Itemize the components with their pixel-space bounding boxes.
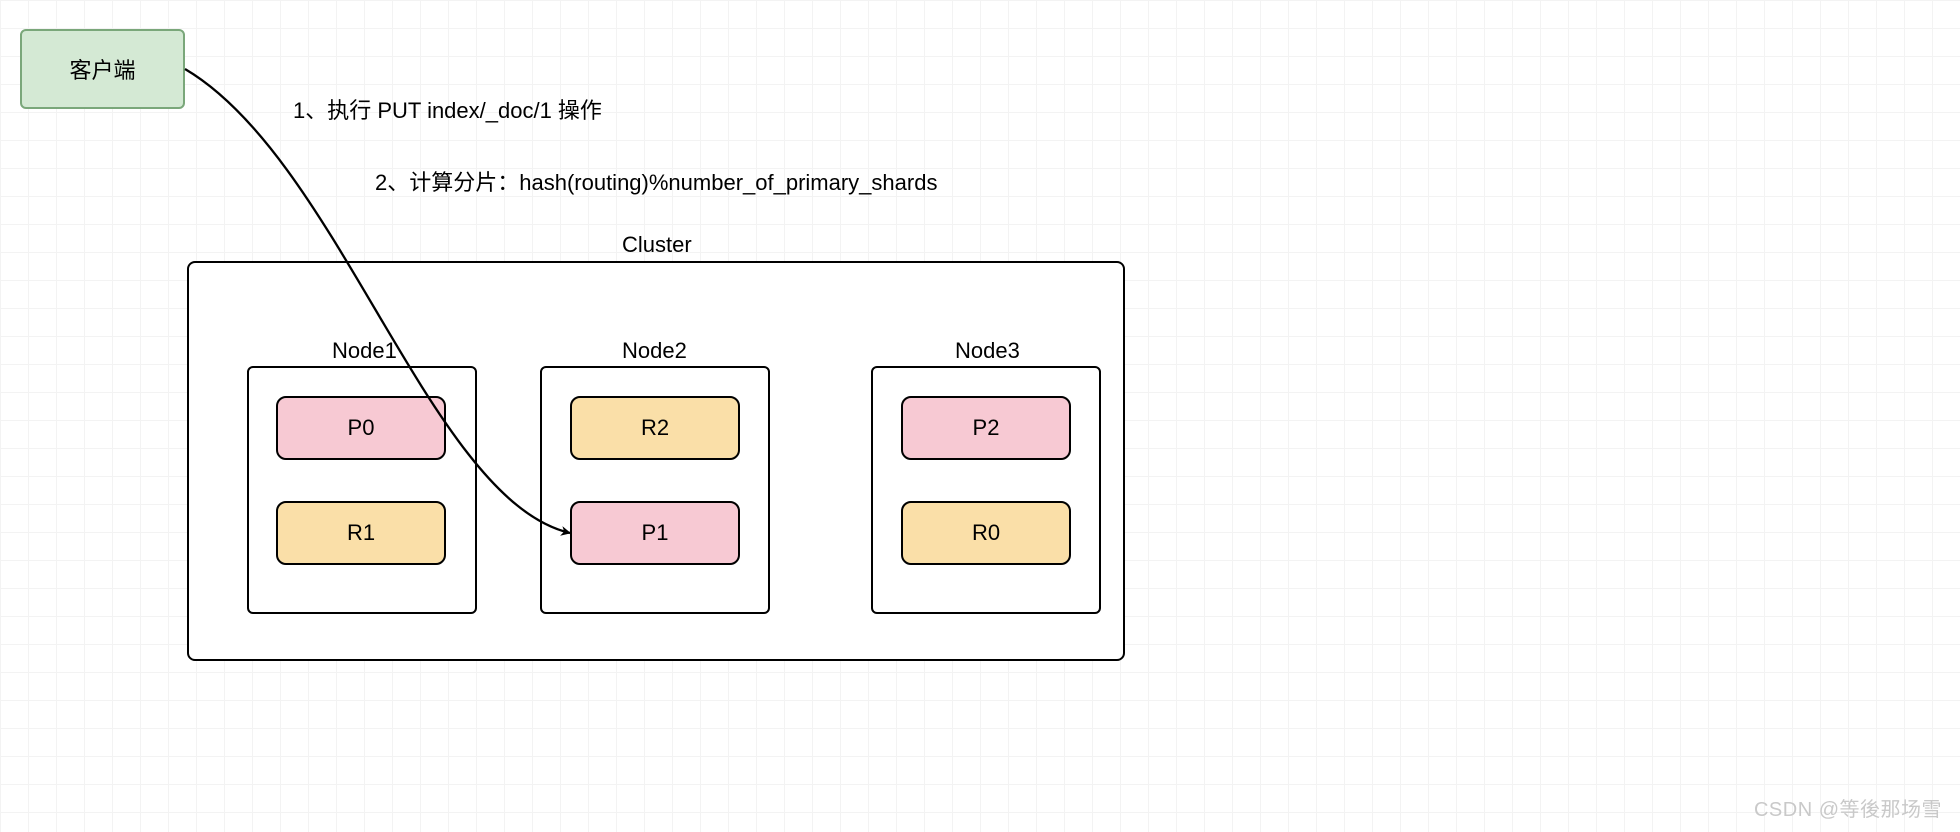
cluster-label: Cluster (622, 232, 692, 258)
shard-label: P0 (348, 415, 375, 441)
step-1-label: 1、执行 PUT index/_doc/1 操作 (293, 93, 602, 125)
node-label: Node3 (955, 338, 1020, 364)
node-label: Node1 (332, 338, 397, 364)
shard-label: R1 (347, 520, 375, 546)
primary-shard: P1 (570, 501, 740, 565)
client-label: 客户端 (69, 53, 135, 85)
shard-label: P1 (642, 520, 669, 546)
shard-label: R2 (641, 415, 669, 441)
primary-shard: P2 (901, 396, 1071, 460)
node-label: Node2 (622, 338, 687, 364)
replica-shard: R1 (276, 501, 446, 565)
replica-shard: R2 (570, 396, 740, 460)
watermark: CSDN @等後那场雪 (1754, 793, 1942, 822)
diagram-canvas: 客户端 1、执行 PUT index/_doc/1 操作 2、计算分片：hash… (0, 0, 1960, 832)
replica-shard: R0 (901, 501, 1071, 565)
shard-label: P2 (973, 415, 1000, 441)
client-box: 客户端 (20, 29, 185, 109)
primary-shard: P0 (276, 396, 446, 460)
shard-label: R0 (972, 520, 1000, 546)
step-2-label: 2、计算分片：hash(routing)%number_of_primary_s… (375, 165, 937, 197)
